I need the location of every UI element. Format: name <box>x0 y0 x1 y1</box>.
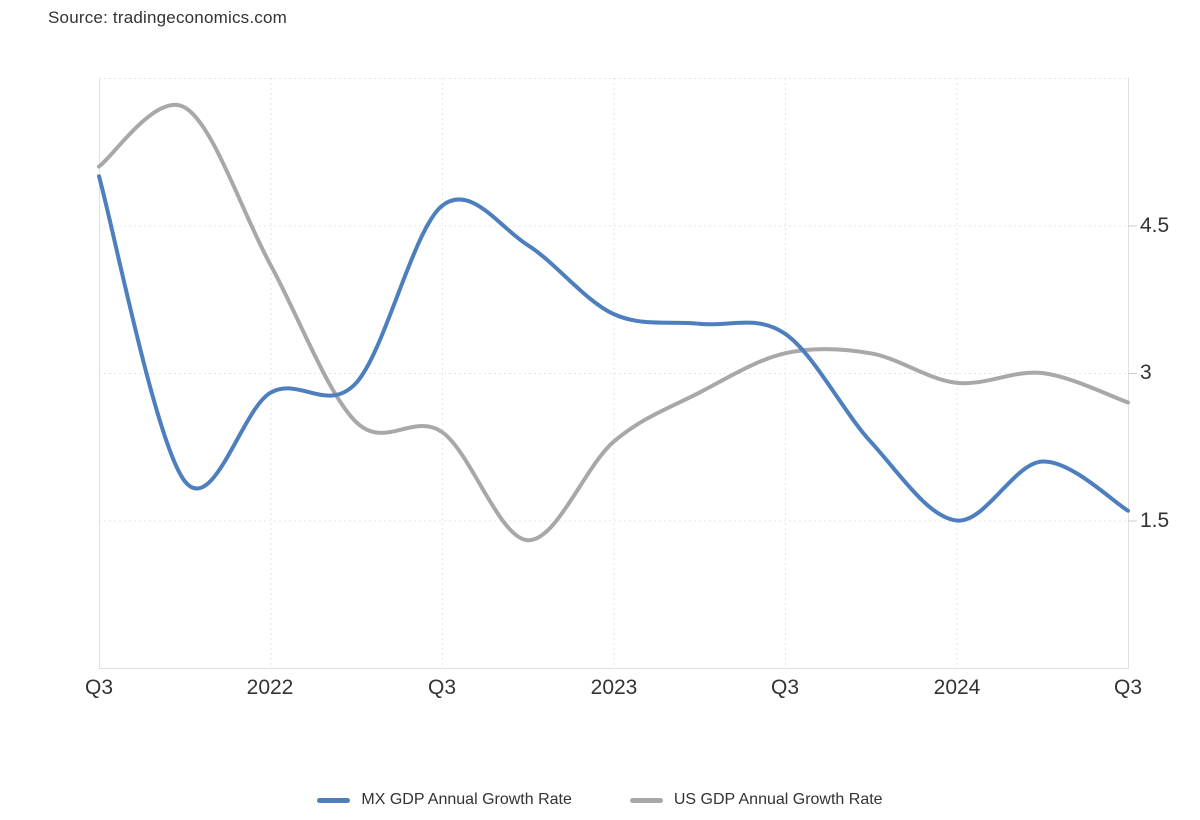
x-tick-label: 2022 <box>246 676 294 699</box>
y-tick-label: 3 <box>1140 361 1152 384</box>
legend-marker-mx <box>317 797 351 803</box>
legend-item-us[interactable]: US GDP Annual Growth Rate <box>629 791 883 809</box>
x-tick-label: Q3 <box>1113 676 1143 699</box>
x-tick-label: 2023 <box>590 676 638 699</box>
x-tick-label: Q3 <box>770 676 800 699</box>
line-chart[interactable] <box>0 0 1200 775</box>
source-credit: Source: tradingeconomics.com <box>48 8 287 27</box>
legend-item-mx[interactable]: MX GDP Annual Growth Rate <box>317 791 572 809</box>
x-tick-label: 2024 <box>933 676 981 699</box>
x-tick-label: Q3 <box>84 676 114 699</box>
legend-label-mx: MX GDP Annual Growth Rate <box>361 791 572 808</box>
legend: MX GDP Annual Growth Rate US GDP Annual … <box>0 791 1200 809</box>
legend-label-us: US GDP Annual Growth Rate <box>673 791 883 808</box>
legend-marker-us <box>629 797 663 803</box>
y-tick-label: 4.5 <box>1140 214 1170 237</box>
x-tick-label: Q3 <box>427 676 457 699</box>
y-tick-label: 1.5 <box>1140 509 1170 532</box>
